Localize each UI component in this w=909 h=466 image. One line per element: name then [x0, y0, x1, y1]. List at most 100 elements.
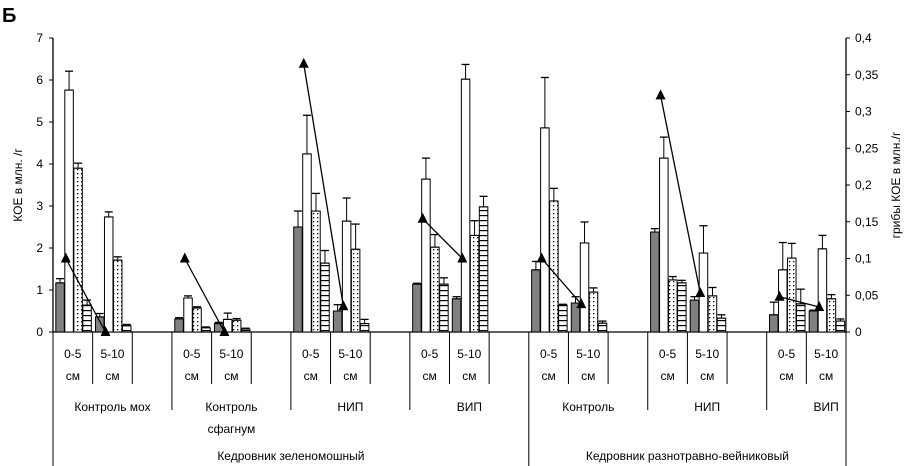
fungi-line: [303, 63, 345, 307]
bar: [121, 325, 132, 333]
group-label: Контроль: [205, 400, 257, 414]
bar: [778, 269, 788, 333]
bar: [103, 216, 114, 333]
group-label: ВИП: [457, 400, 482, 414]
depth-unit-label: см: [462, 369, 476, 383]
y-tick-label: 7: [36, 31, 43, 45]
depth-label: 0-5: [778, 347, 796, 361]
depth-label: 0-5: [64, 347, 82, 361]
bar: [451, 298, 462, 333]
fungi-triangle-marker: [536, 252, 547, 263]
bar: [412, 283, 422, 333]
panel-label: Б: [2, 5, 16, 27]
depth-label: 0-5: [302, 347, 320, 361]
bar: [478, 206, 489, 333]
bar: [597, 322, 608, 333]
group-label: Контроль: [562, 400, 614, 414]
bar: [826, 298, 837, 333]
bar: [94, 316, 105, 333]
fungi-triangle-marker: [774, 290, 785, 301]
depth-unit-label: см: [185, 369, 199, 383]
y-tick-label: 3: [36, 199, 43, 213]
depth-label: 0-5: [421, 347, 439, 361]
group-label: Контроль мох: [74, 400, 150, 414]
y2-tick-label: 0,2: [855, 178, 872, 192]
site-label: Кедровник зеленомошный: [217, 449, 364, 463]
depth-unit-label: см: [779, 369, 793, 383]
bar: [64, 89, 74, 333]
bar: [430, 246, 440, 333]
y2-tick-label: 0: [855, 325, 862, 339]
fungi-triangle-marker: [655, 89, 666, 100]
y-tick-label: 4: [36, 157, 43, 171]
depth-unit-label: см: [105, 369, 119, 383]
bar: [421, 178, 431, 333]
bar: [460, 78, 471, 333]
depth-unit-label: см: [304, 369, 318, 383]
y-tick-label: 1: [36, 283, 43, 297]
bar: [579, 242, 590, 333]
depth-label: 5-10: [576, 347, 600, 361]
bar: [540, 127, 550, 333]
bar: [650, 231, 660, 333]
depth-unit-label: см: [660, 369, 674, 383]
depth-label: 0-5: [540, 347, 558, 361]
depth-label: 0-5: [659, 347, 677, 361]
fungi-triangle-marker: [457, 252, 468, 263]
fungi-line: [422, 218, 463, 259]
y2-tick-label: 0,05: [855, 288, 879, 302]
bar: [320, 262, 330, 333]
depth-unit-label: см: [224, 369, 238, 383]
y2-tick-label: 0,35: [855, 68, 879, 82]
bar: [689, 299, 700, 333]
y-tick-label: 0: [36, 325, 43, 339]
bar: [341, 220, 352, 333]
bar: [311, 210, 321, 333]
bar: [302, 153, 312, 333]
y2-tick-label: 0,1: [855, 252, 872, 266]
y-tick-label: 6: [36, 73, 43, 87]
fungi-triangle-marker: [100, 326, 111, 336]
bar: [716, 317, 727, 333]
bar: [112, 259, 123, 333]
y2-axis-label: грибы КОЕ в млн./г: [889, 131, 903, 238]
depth-unit-label: см: [581, 369, 595, 383]
bar: [82, 304, 92, 333]
fungi-triangle-marker: [60, 252, 71, 263]
fungi-line: [779, 296, 820, 308]
depth-unit-label: см: [700, 369, 714, 383]
bar: [668, 279, 678, 333]
group-label: НИП: [694, 400, 720, 414]
bar: [817, 248, 828, 333]
bar: [469, 234, 480, 333]
fungi-triangle-marker: [576, 298, 587, 309]
bar: [201, 327, 211, 333]
bar: [55, 282, 65, 333]
bar: [439, 283, 449, 333]
bar: [707, 295, 718, 333]
y2-tick-label: 0,25: [855, 141, 879, 155]
fungi-triangle-marker: [695, 287, 706, 298]
bar: [192, 307, 202, 333]
bar: [73, 167, 83, 333]
bar: [558, 304, 568, 333]
y2-tick-label: 0,4: [855, 31, 872, 45]
fungi-triangle-marker: [338, 300, 349, 311]
fungi-line: [65, 258, 107, 333]
bar: [835, 320, 846, 333]
depth-label: 5-10: [219, 347, 243, 361]
bar: [183, 297, 193, 333]
site-label: Кедровник разнотравно-вейниковый: [586, 449, 789, 463]
y2-tick-label: 0,15: [855, 215, 879, 229]
y-tick-label: 2: [36, 241, 43, 255]
depth-label: 5-10: [100, 347, 124, 361]
fungi-line: [184, 258, 225, 333]
bar: [659, 157, 669, 333]
bar: [231, 319, 242, 333]
bar: [588, 291, 599, 333]
bar: [796, 303, 806, 333]
fungi-triangle-marker: [814, 301, 825, 312]
depth-label: 5-10: [814, 347, 838, 361]
depth-unit-label: см: [819, 369, 833, 383]
fungi-line: [659, 95, 701, 294]
